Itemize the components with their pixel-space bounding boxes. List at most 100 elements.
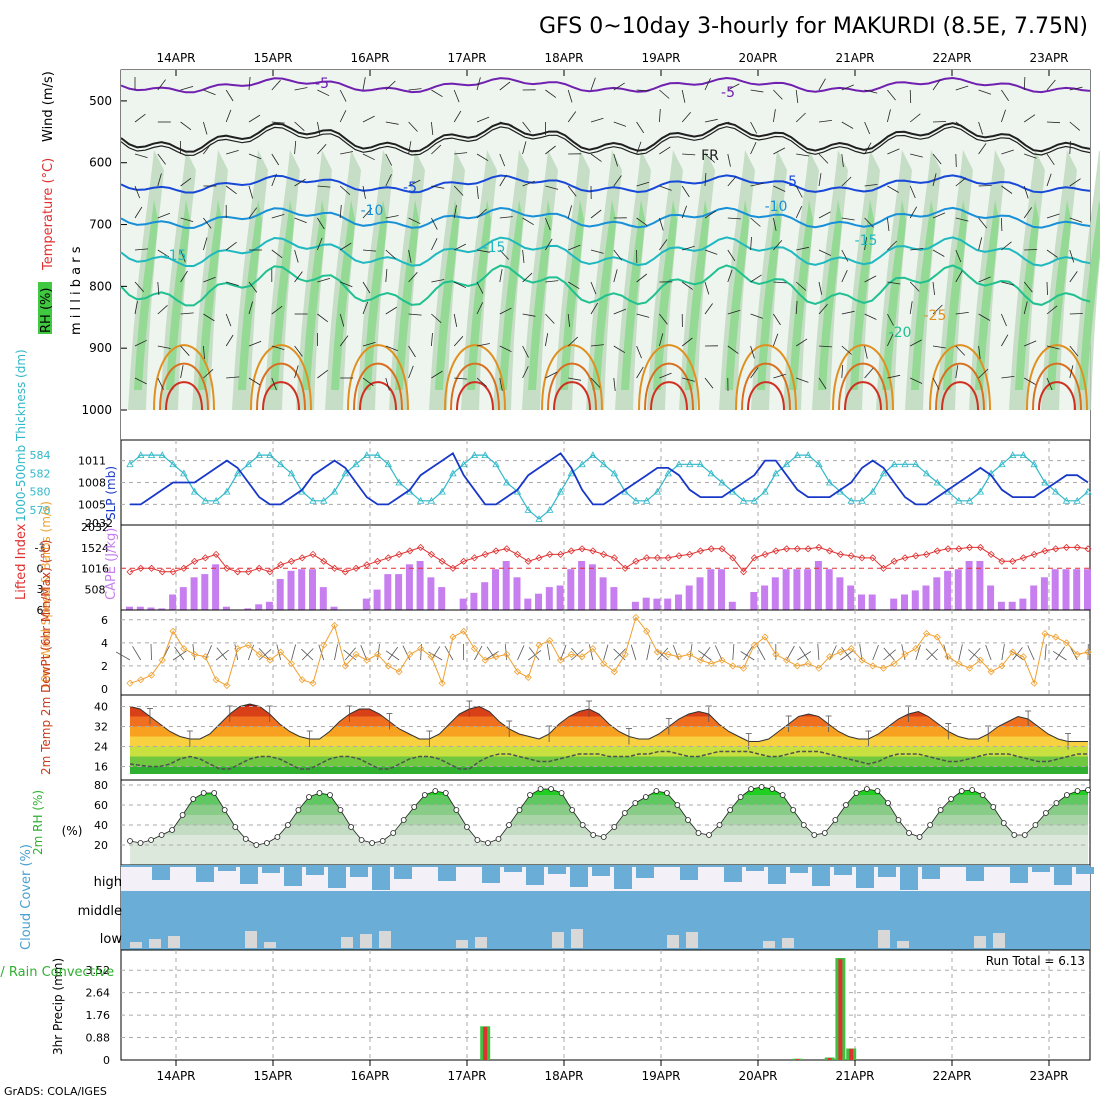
rh-marker [811,832,818,838]
cape-bar [793,569,801,610]
wind10m-marker [223,681,231,690]
cloud-high-bar [504,867,522,872]
temp-tick-label: 16 [94,761,108,774]
warm-core-contour [747,381,785,411]
wind-barb [1069,121,1081,131]
thickness-slp-plot: 578 580 582 584 1005 1008 1011 2032 [30,440,1092,530]
slp-axis-label: SLP (mb) [104,466,118,520]
wind-barb [317,237,323,251]
wind-barb [955,345,966,356]
wind10m-marker [417,645,425,653]
wind10m-marker [556,656,565,664]
wind-barb [681,281,693,290]
wind-barb [362,208,372,219]
wind-barb [522,345,529,358]
rh-marker [253,842,260,848]
li-marker [879,564,888,572]
cape-bar [1019,598,1027,610]
wind-barb [317,217,325,230]
wind-barb [864,89,878,94]
rh-shade-core [270,200,294,390]
wind-barb [1069,345,1079,357]
cloud-high-bar [834,867,852,875]
rh-marker [1064,792,1070,798]
thickness-marker [233,469,242,477]
wind-barb [818,211,831,219]
rh-shade-core [395,200,419,390]
wind-barb [431,238,438,251]
wind-barb [339,110,347,123]
wind-barb [454,152,468,155]
bottom-date-axis: 14APR 15APR 16APR 17APR 18APR 19APR 20APR 21APR… [156,1060,1069,1083]
li-marker [836,550,844,558]
wind-barb [567,111,577,123]
wind10m-marker [955,660,963,668]
thickness-marker [922,469,931,477]
wind10m-marker [384,662,392,670]
li-marker [750,554,758,562]
rh-marker [548,786,554,792]
cape-bar [718,569,725,610]
wind-barb [317,313,329,323]
thickness-marker [277,460,285,468]
wind-barb [157,249,170,258]
wind10m-marker [761,633,769,641]
cloud-low-bar [552,932,564,948]
rh-marker [832,817,839,823]
li-marker [718,545,726,553]
rh-marker [937,807,944,813]
li-marker [610,554,618,562]
contour-label: -15 [164,248,187,264]
cloud-axis-label: Cloud Cover (%) [19,844,34,950]
wind-barb [294,140,297,155]
rh-marker [200,790,207,796]
li-marker [191,557,199,565]
rh-shade-core [166,200,190,390]
cloud-high-bar [856,867,874,888]
li-marker [137,564,145,572]
wind10m-marker [1030,679,1038,687]
rh-shade-core [363,200,387,390]
wind-barb [727,269,733,283]
precip-convective-bar [827,1058,832,1060]
rh-shade-core [685,200,709,390]
wind10m-barb [258,648,271,661]
wind10m-barb [528,647,540,661]
wind-barb [704,118,718,123]
thickness-marker [158,451,166,459]
wind-barb [841,270,848,283]
pressure-tick-label: 1000 [81,403,112,417]
wind-barb [476,153,489,162]
wind-barb [887,281,901,285]
rh-marker [442,790,449,796]
rh-marker [779,792,786,798]
thickness-tick-label: 578 [30,504,51,517]
rh-shade-core [725,200,749,390]
rh-shade-core [943,200,967,390]
li-marker [600,550,608,558]
contour-label: -25 [924,308,947,324]
rh-marker [232,824,239,830]
cloud-high-bar [746,867,764,871]
wind-barb [248,377,261,386]
wind10m-barb [630,644,637,661]
wind10m-barb [385,650,400,661]
temp-band [130,766,1088,774]
li-marker [427,550,435,558]
cloud-high-bar [966,867,984,881]
wind-barb [157,212,171,219]
rh-legend-swatch [38,282,52,334]
thickness-marker [244,460,253,468]
rh-marker [716,822,723,828]
wind-barb [841,84,854,91]
dewpoint-line [129,750,1088,770]
wind10m-marker [352,650,360,658]
wind-barb [203,276,216,283]
wind-barb [157,173,162,187]
wind-barb [887,89,896,101]
cape-bar [890,598,898,610]
wind-barb [339,204,342,219]
top-date-label: 16APR [350,51,389,65]
wind10m-marker [826,653,834,661]
